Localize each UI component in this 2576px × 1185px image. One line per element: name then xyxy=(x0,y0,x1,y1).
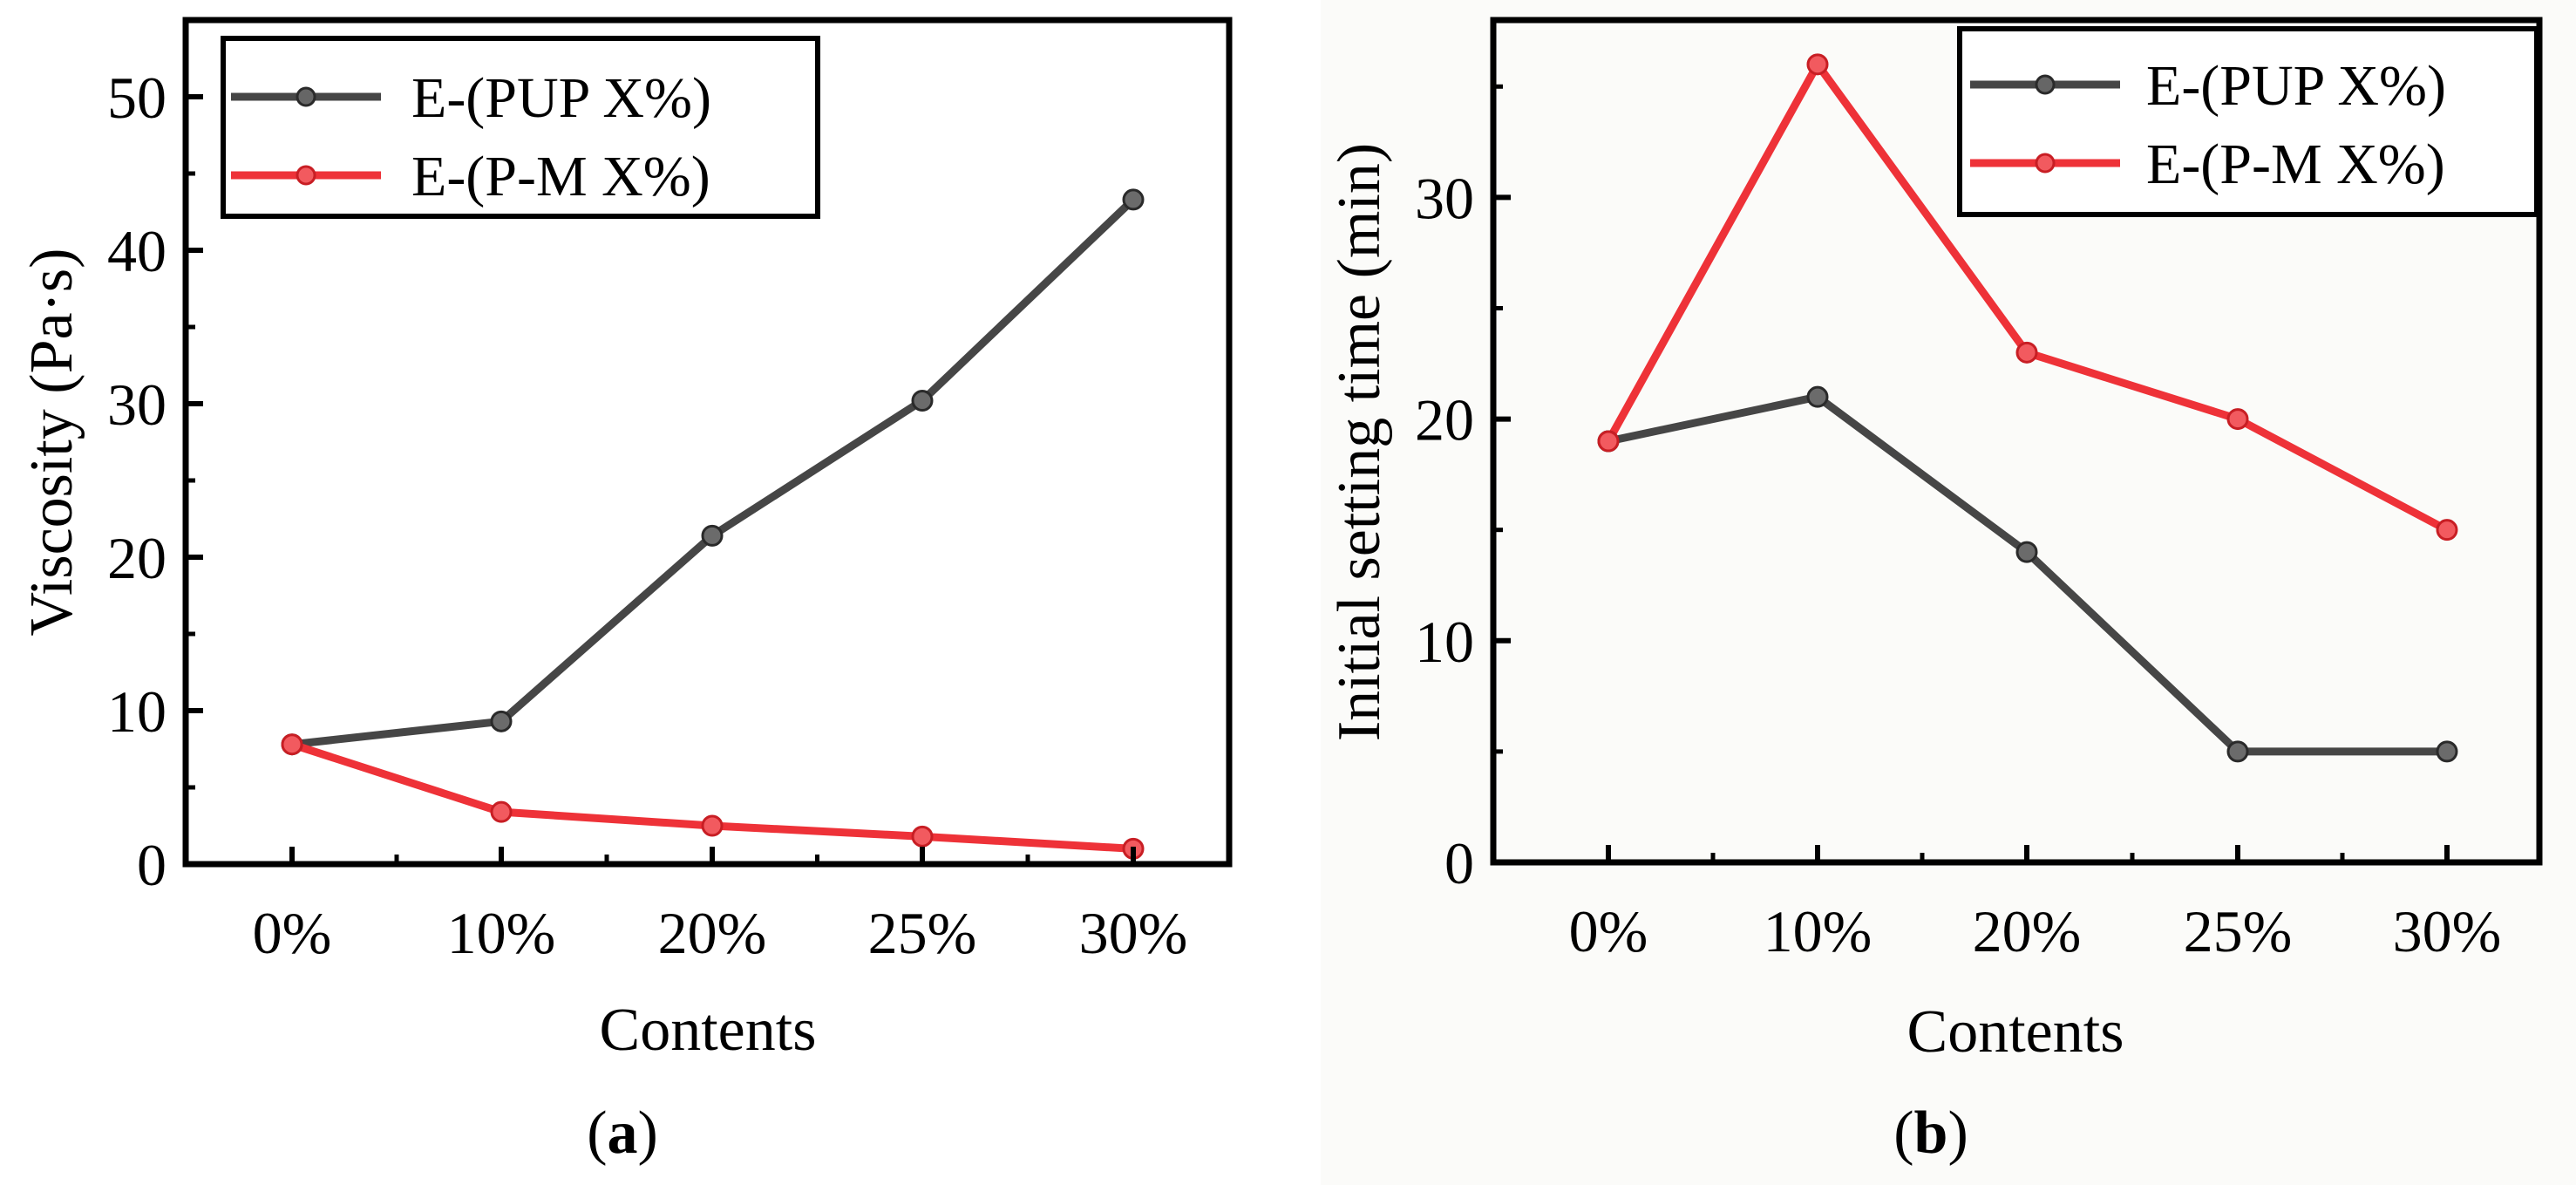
panel-a-x-ticks: 0% 10% 20% 25% 30% xyxy=(253,847,1188,966)
panel-b-legend: E-(PUP X%) E-(P-M X%) xyxy=(1957,26,2539,217)
panel-a-y-ticks: 0 10 20 30 40 50 xyxy=(107,65,203,898)
panel-a-plot-marks xyxy=(281,188,1145,860)
panel-b-plot-marks xyxy=(1597,53,2458,763)
panel-a-y-tick-label: 10 xyxy=(107,678,167,745)
panel-b-x-tick-label: 25% xyxy=(2184,898,2293,964)
panel-a-point-pup xyxy=(1122,188,1145,211)
panel-a-point-pm xyxy=(281,733,303,756)
panel-a-x-tick-label: 10% xyxy=(447,900,556,966)
panel-a-point-pup xyxy=(490,710,513,732)
panel-a-y-axis-title: Viscosity (Pa·s) xyxy=(18,249,85,637)
panel-a-x-tick-label: 30% xyxy=(1079,900,1188,966)
panel-a-point-pm xyxy=(911,825,934,848)
panel-a-x-tick-label: 25% xyxy=(868,900,977,966)
panel-b-x-axis-title: Contents xyxy=(1907,998,2124,1066)
panel-a-legend-label-pm: E-(P-M X%) xyxy=(411,145,710,208)
panel-b-legend-box xyxy=(1957,26,2539,217)
panel-b-point-pup xyxy=(2015,541,2038,563)
panel-b-legend-marker-pup xyxy=(2035,74,2056,95)
panel-a-y-tick-label: 20 xyxy=(107,525,167,591)
panel-a-legend-marker-pm xyxy=(296,165,316,186)
panel-b-x-tick-label: 30% xyxy=(2393,898,2502,964)
panel-b-x-tick-label: 20% xyxy=(1973,898,2082,964)
panel-a-label-letter: a xyxy=(608,1100,638,1167)
panel-a-x-tick-label: 20% xyxy=(658,900,767,966)
panel-a-x-tick-label: 0% xyxy=(253,900,332,966)
panel-a-y-tick-label: 40 xyxy=(107,218,167,284)
panel-a-point-pup xyxy=(911,389,934,412)
panel-b-y-tick-label: 20 xyxy=(1415,387,1474,453)
panel-b-label: (b) xyxy=(1893,1100,1968,1167)
panel-a-point-pup xyxy=(701,524,724,547)
panel-b-point-pm xyxy=(1597,430,1620,453)
panel-a-label: (a) xyxy=(587,1100,658,1167)
panel-a-series-line-pup xyxy=(288,195,1138,749)
panel-b-point-pup xyxy=(2436,740,2458,763)
panel-a-legend-label-pup: E-(PUP X%) xyxy=(411,66,711,130)
panel-b-label-letter: b xyxy=(1914,1100,1948,1167)
panel-a-y-tick-label: 30 xyxy=(107,371,167,438)
panel-a-y-tick-label: 50 xyxy=(107,65,167,131)
panel-b-legend-label-pm: E-(P-M X%) xyxy=(2146,133,2445,196)
panel-a-legend-marker-pup xyxy=(296,86,316,107)
panel-b-point-pm xyxy=(2015,341,2038,364)
panel-a: 0 10 20 30 40 50 0% 10% 20% 25% 30% E-(PUP X%) E-… xyxy=(18,17,1233,1167)
panel-a-x-axis-title: Contents xyxy=(600,997,817,1064)
panel-b-x-tick-label: 0% xyxy=(1569,898,1648,964)
panel-b-plot-frame xyxy=(1490,17,2543,866)
panel-a-plot-frame xyxy=(182,17,1233,868)
panel-b-point-pm xyxy=(1806,53,1829,76)
panel-a-y-tick-label: 0 xyxy=(137,832,167,898)
panel-b-point-pm xyxy=(2226,408,2249,431)
panel-b-y-axis-title: Initial setting time (min) xyxy=(1326,143,1393,741)
panel-b-point-pup xyxy=(2226,740,2249,763)
panel-b-y-tick-label: 0 xyxy=(1444,830,1474,896)
panel-b-legend-label-pup: E-(PUP X%) xyxy=(2146,54,2446,118)
panel-a-point-pm xyxy=(490,800,513,823)
panel-b-point-pup xyxy=(1806,385,1829,408)
panel-b-point-pm xyxy=(2436,519,2458,541)
panel-b-x-tick-label: 10% xyxy=(1764,898,1873,964)
panel-a-legend-box xyxy=(221,36,820,219)
panel-b-y-tick-label: 30 xyxy=(1415,165,1474,231)
panel-b: 0 10 20 30 0% 10% 20% 25% 30% E-(PUP X%) E-(P-M… xyxy=(1326,17,2543,1167)
panel-b-y-tick-label: 10 xyxy=(1415,609,1474,675)
panel-b-legend-marker-pm xyxy=(2035,153,2056,174)
panel-a-legend: E-(PUP X%) E-(P-M X%) xyxy=(221,36,820,219)
panel-a-point-pm xyxy=(701,814,724,837)
